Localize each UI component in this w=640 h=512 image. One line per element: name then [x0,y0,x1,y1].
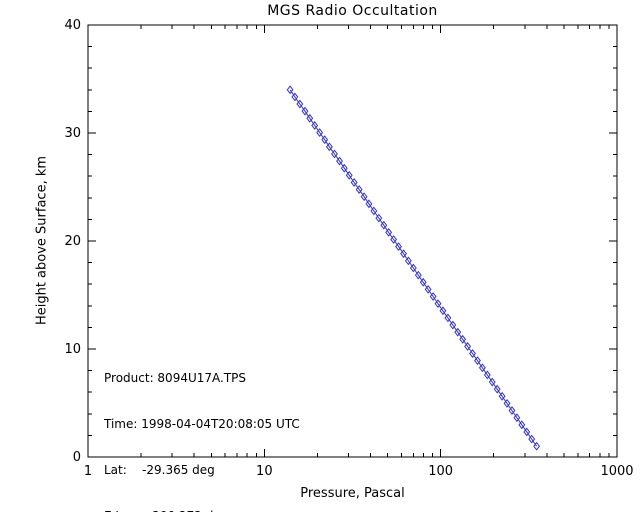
data-marker [498,391,506,401]
annotation-line-lat: Lat: -29.365 deg [104,463,215,478]
x-axis-label: Pressure, Pascal [300,486,405,501]
x-tick-label: 1 [84,464,92,479]
data-marker [454,327,462,337]
data-marker [286,85,294,95]
data-marker [296,99,304,109]
data-marker [316,128,324,137]
y-tick-label: 0 [73,450,81,465]
data-marker [513,413,521,423]
data-marker [419,277,427,287]
chart-title: MGS Radio Occultation [267,3,438,19]
data-marker [404,256,412,266]
data-marker [488,377,496,387]
data-marker [429,292,437,301]
data-marker [459,334,467,344]
data-marker [380,220,388,230]
data-marker [478,363,486,373]
annotation-line-time: Time: 1998-04-04T20:08:05 UTC [104,417,300,432]
data-marker [360,192,368,202]
data-marker [345,170,353,180]
data-marker [321,135,329,145]
data-marker [350,178,358,187]
data-marker [503,399,511,408]
data-marker [370,206,378,216]
data-marker [311,121,319,130]
data-marker [523,427,531,437]
data-marker [291,92,299,102]
y-tick-label: 20 [64,234,81,249]
annotation-block: Product: 8094U17A.TPS Time: 1998-04-04T2… [104,340,300,512]
data-marker [414,270,422,280]
y-tick-label: 40 [64,18,81,33]
data-marker [326,142,333,152]
y-tick-label: 30 [64,126,81,141]
data-marker [474,356,481,366]
data-marker [469,349,476,358]
data-marker [385,227,393,237]
x-tick-label: 100 [428,464,453,479]
x-tick-label: 1000 [600,464,633,479]
data-marker [439,306,447,316]
data-marker [355,185,363,195]
data-marker [409,263,417,273]
data-marker [528,434,536,444]
data-marker [365,199,373,209]
data-marker [493,384,501,394]
data-marker [375,213,383,223]
data-marker [444,313,452,323]
data-marker [390,235,398,244]
data-marker [331,149,338,159]
data-marker [518,420,526,430]
y-axis-label: Height above Surface, km [34,155,50,326]
annotation-line-product: Product: 8094U17A.TPS [104,370,247,385]
data-marker [508,406,516,415]
data-marker [301,106,309,116]
data-marker [533,441,541,451]
data-marker [434,299,442,309]
y-tick-label: 10 [64,342,81,357]
data-marker [483,370,491,380]
data-marker [395,242,402,252]
data-marker [424,284,432,294]
x-tick-label: 10 [256,464,273,479]
data-marker [336,156,343,166]
data-marker [306,113,314,123]
data-marker [400,249,407,259]
data-marker [449,320,457,330]
data-marker [340,163,348,173]
annotation-line-elon: E Lon: 290.272 deg [104,509,300,512]
data-marker [464,341,472,351]
data-line [289,89,538,447]
